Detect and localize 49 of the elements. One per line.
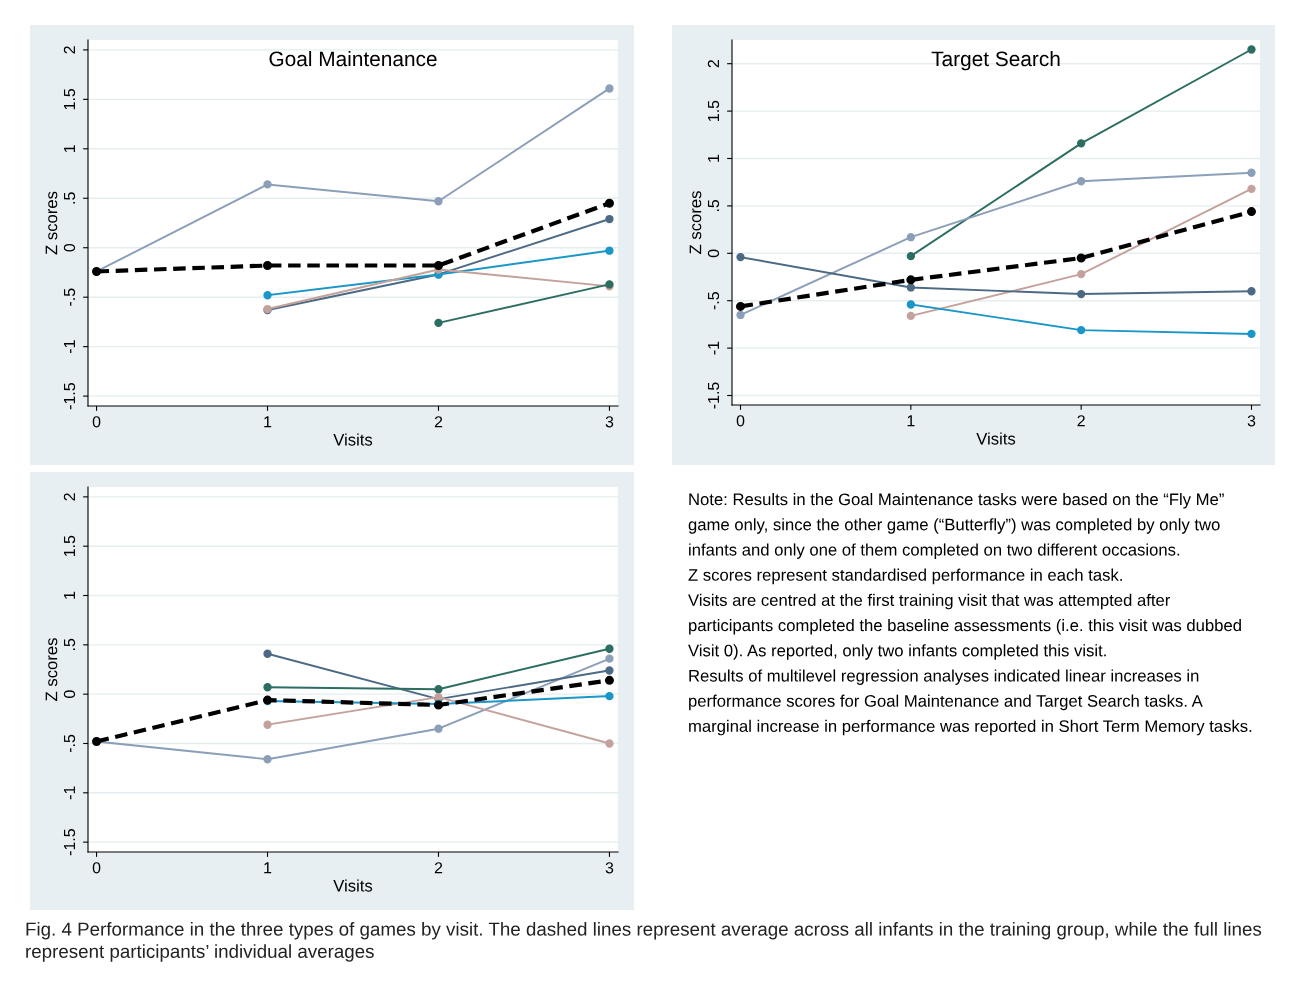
y-tick-label: 1 [63,145,75,153]
x-tick-label: 1 [907,415,915,427]
y-tick-label: 1.5 [707,100,720,121]
x-axis-title: Visits [333,433,373,446]
y-tick-label: -1 [707,341,719,355]
y-tick-label: -1.5 [63,829,76,856]
y-tick-label: -.5 [707,292,720,310]
y-tick-label: 1 [63,591,75,599]
x-tick-label: 2 [1077,415,1085,427]
y-tick-label: 1.5 [63,88,76,110]
text: Results of multilevel regression analyses indicated linear increases in performance scores for Goal Maintenance and Target Search tasks. A marginal increase in performance was reported in Short Term Memory tasks. [689,669,1252,736]
y-tick-label: .5 [707,199,720,212]
y-tick-label: 2 [63,46,75,54]
y-axis-title: Z scores [689,191,702,254]
y-tick-label: 1.5 [63,535,76,557]
x-tick-label: 2 [434,862,443,874]
y-tick-label: 2 [63,493,75,501]
x-tick-label: 3 [1247,415,1256,427]
x-tick-label: 3 [605,416,614,428]
x-axis-title: Visits [333,879,373,892]
y-tick-label: -.5 [63,734,76,753]
chart-title: Target Search [931,50,1060,71]
text: Note: Results in the Goal Maintenance tasks were based on the “Fly Me” game only, since the other game (“Butterfly”) was completed by only two infants and only one of them completed on two different occasions. [688,493,1224,559]
chart-title: Goal Maintenance [269,50,437,67]
x-tick-label: 1 [264,416,272,428]
y-tick-label: .5 [63,638,76,651]
x-tick-label: 3 [605,862,614,874]
x-tick-label: 0 [736,415,745,427]
y-axis-title: Z scores [45,191,58,255]
caption: Fig. 4 Performance in the three types of games by visit. The dashed lines represent average across all infants in the training group, while the full lines represent participants’ individual averages [26,922,1262,962]
y-tick-label: -1 [63,786,75,800]
y-tick-label: 0 [707,249,720,258]
x-tick-label: 0 [92,416,101,428]
x-tick-label: 2 [434,416,443,428]
y-tick-label: -1.5 [63,383,76,410]
y-tick-label: 1 [707,154,719,162]
y-tick-label: 0 [63,243,76,252]
y-tick-label: .5 [63,192,76,204]
y-tick-label: 0 [63,690,76,698]
y-tick-label: 2 [707,60,719,68]
y-tick-label: -1.5 [707,382,720,409]
y-tick-label: -1 [63,340,75,354]
y-axis-title: Z scores [45,638,58,701]
y-tick-label: -.5 [63,288,76,306]
x-axis-title: Visits [976,432,1016,445]
x-tick-label: 1 [264,862,272,874]
text: Visits are centred at the first training visit that was attempted after participants completed the baseline assessments (i.e. this visit was dubbed Visit 0). As reported, only two infants completed this visit. [688,593,1241,660]
text: Z scores represent standardised performance in each task. [688,568,1122,585]
x-tick-label: 0 [92,862,101,874]
